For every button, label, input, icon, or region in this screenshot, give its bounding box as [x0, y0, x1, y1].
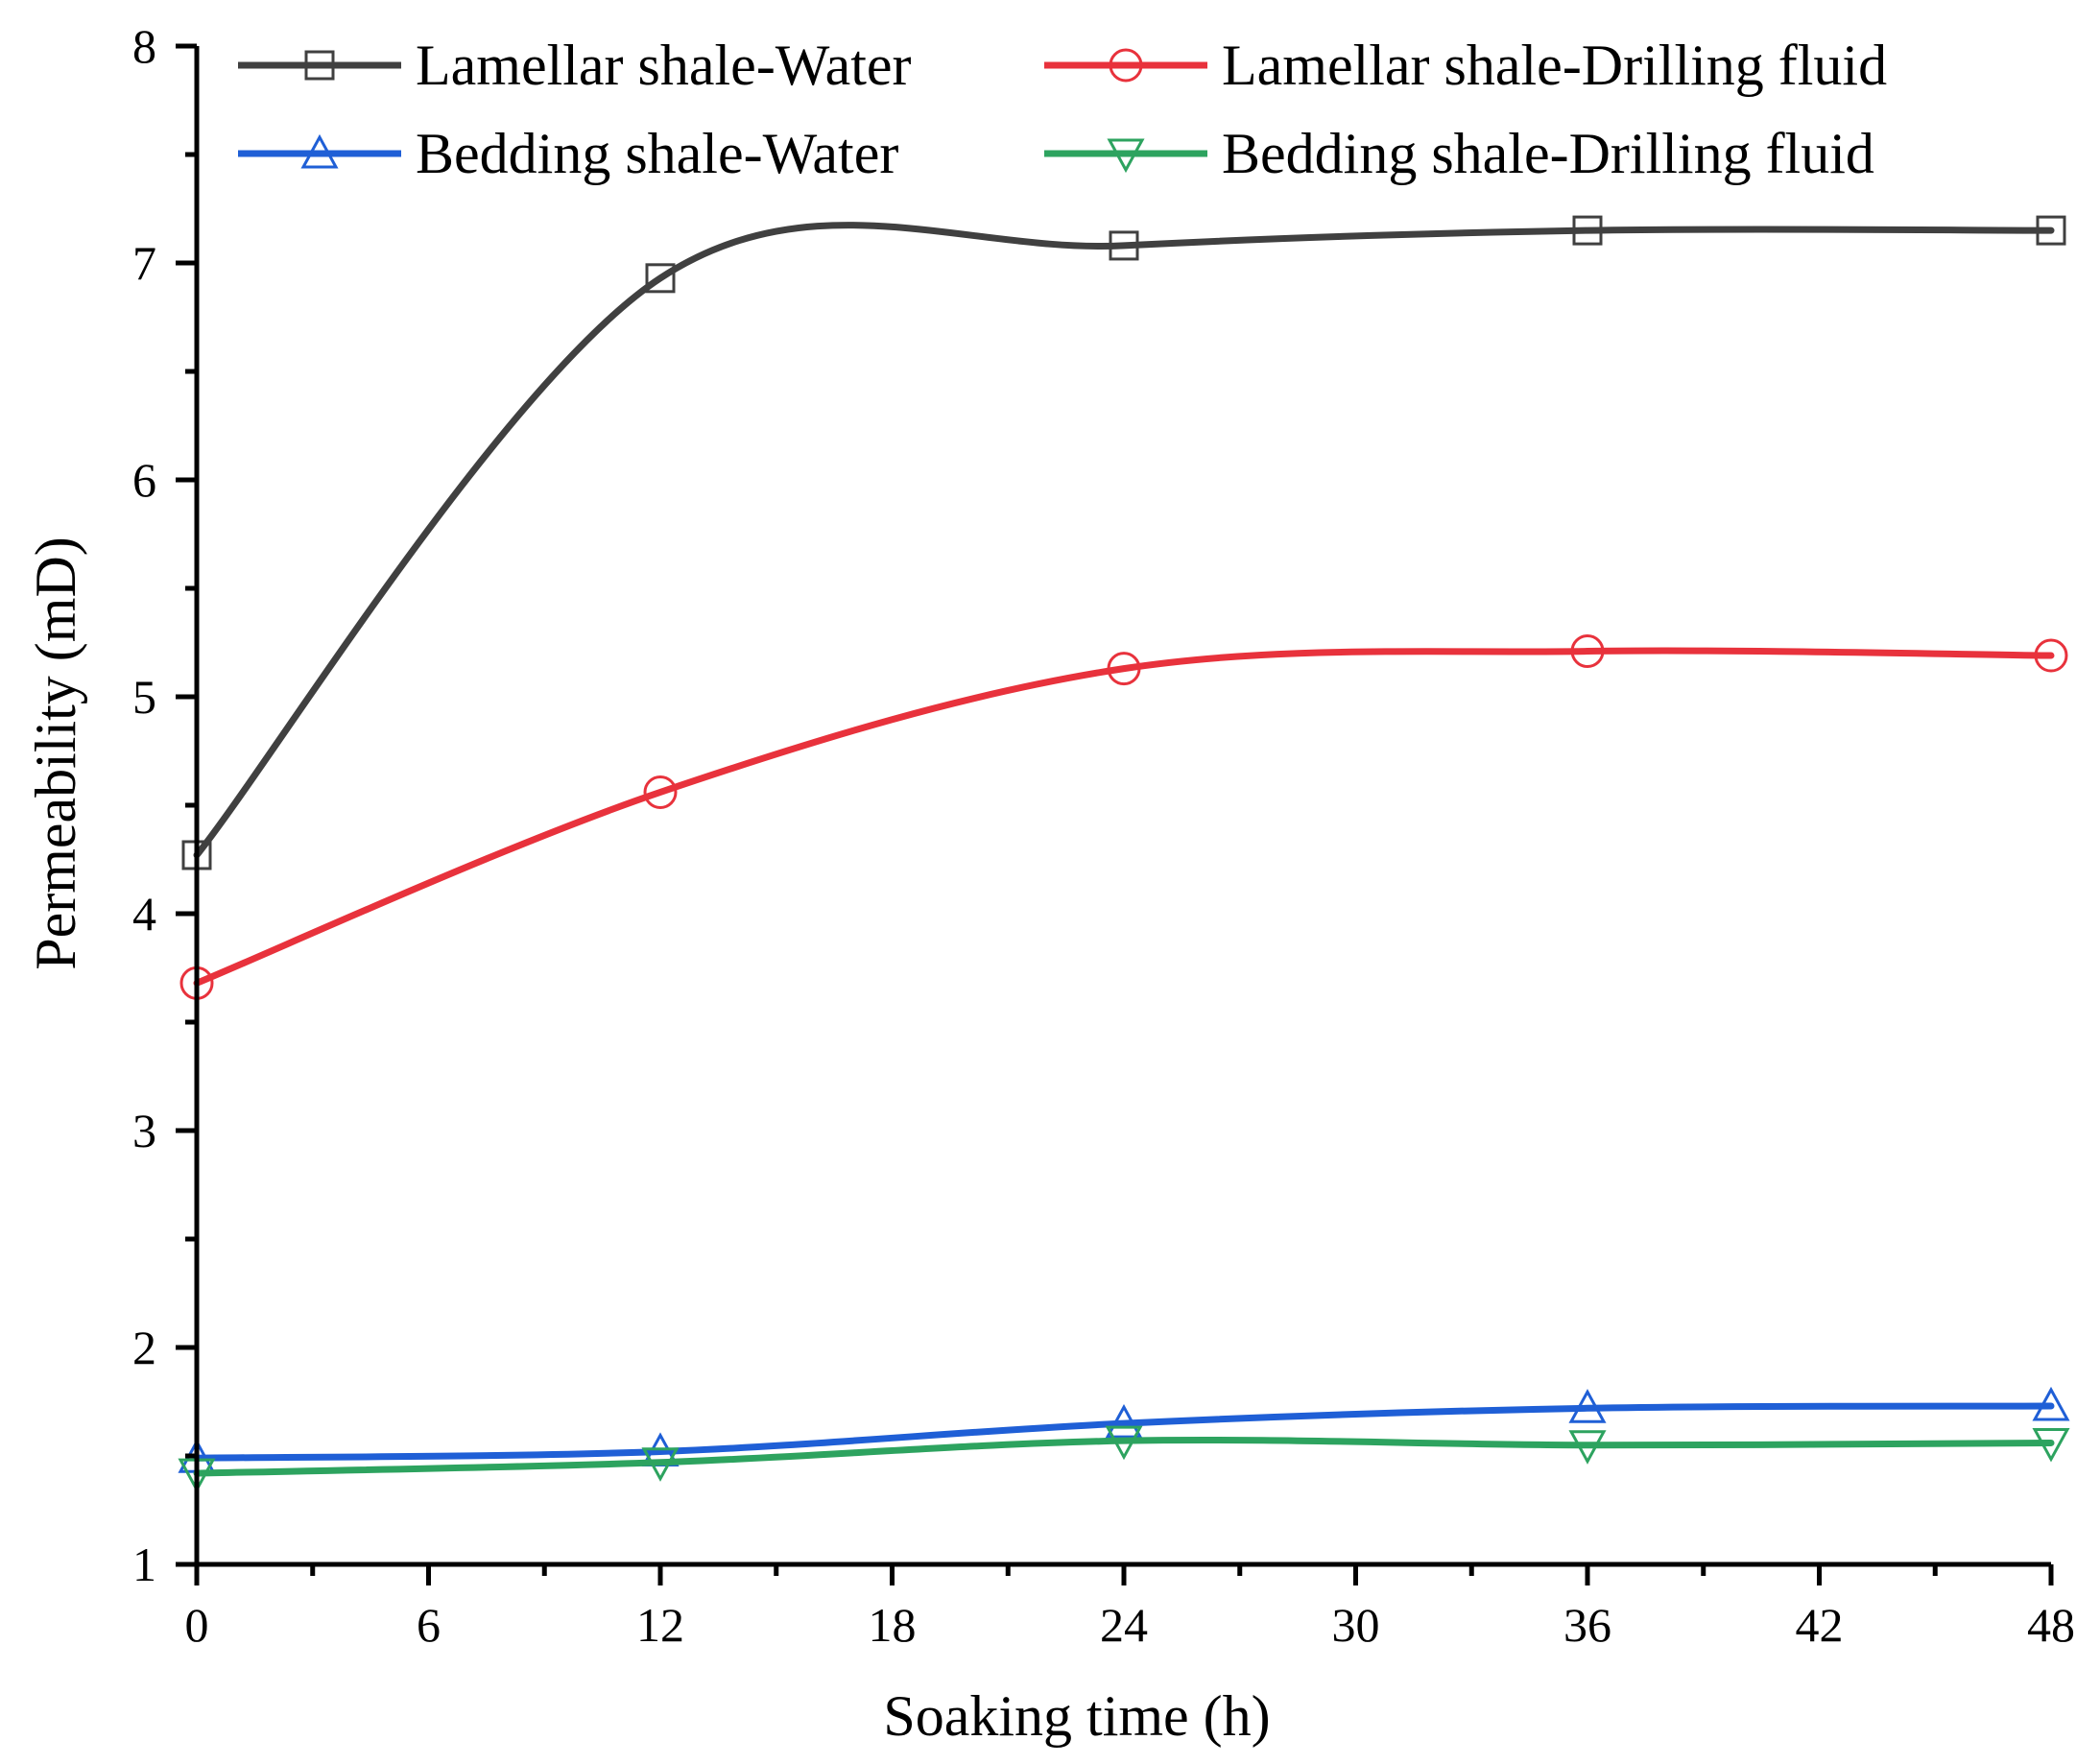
- data-point: [1107, 652, 1141, 686]
- legend-label: Bedding shale-Water: [416, 122, 898, 185]
- data-point: [1572, 215, 1603, 246]
- series-layer: [178, 215, 2070, 1493]
- legend-item: Lamellar shale-Drilling fluid: [1044, 34, 1887, 97]
- x-tick-label: 36: [1563, 1598, 1611, 1652]
- legend-label: Lamellar shale-Drilling fluid: [1222, 34, 1887, 97]
- data-point: [2034, 638, 2068, 673]
- series-line: [193, 222, 2055, 859]
- y-tick-label: 6: [132, 453, 156, 507]
- x-tick-label: 42: [1796, 1598, 1844, 1652]
- y-tick-label: 2: [132, 1321, 156, 1374]
- legend-item: Lamellar shale-Water: [238, 34, 912, 97]
- series-line: [193, 1436, 2055, 1477]
- data-point: [1568, 1430, 1607, 1465]
- data-point: [2032, 1386, 2070, 1421]
- legend-label: Bedding shale-Drilling fluid: [1222, 122, 1874, 185]
- data-point: [641, 1447, 680, 1482]
- data-point: [2036, 215, 2066, 246]
- data-point: [2032, 1427, 2070, 1463]
- series-4: [178, 1425, 2070, 1493]
- x-tick-label: 6: [417, 1598, 441, 1652]
- series-1: [181, 215, 2066, 870]
- y-tick-label: 5: [132, 670, 156, 724]
- series-2: [179, 634, 2068, 1000]
- legend-item: Bedding shale-Drilling fluid: [1044, 122, 1874, 185]
- x-tick-label: 12: [636, 1598, 684, 1652]
- y-tick-label: 4: [132, 887, 156, 941]
- data-point: [1568, 1389, 1607, 1423]
- x-tick-label: 24: [1100, 1598, 1148, 1652]
- data-point: [1105, 1403, 1143, 1439]
- legend-marker: [1109, 48, 1143, 83]
- x-axis-title: Soaking time (h): [883, 1684, 1270, 1748]
- data-point: [643, 775, 678, 809]
- x-tick-label: 30: [1332, 1598, 1380, 1652]
- x-tick-label: 18: [869, 1598, 917, 1652]
- legend-item: Bedding shale-Water: [238, 122, 898, 185]
- legend-marker: [1107, 138, 1145, 174]
- x-tick-label: 48: [2027, 1598, 2075, 1652]
- y-tick-label: 7: [132, 236, 156, 290]
- data-point: [1105, 1425, 1143, 1461]
- y-axis-title: Permeability (mD): [24, 536, 87, 970]
- y-tick-label: 1: [132, 1538, 156, 1591]
- series-line: [193, 647, 2055, 987]
- legend-marker: [300, 133, 339, 169]
- y-tick-label: 8: [132, 19, 156, 73]
- legend: Lamellar shale-Water Lamellar shale-Drill…: [238, 34, 1887, 185]
- data-point: [645, 263, 676, 294]
- x-tick-label: 0: [185, 1598, 209, 1652]
- y-tick-label: 3: [132, 1104, 156, 1157]
- legend-label: Lamellar shale-Water: [416, 34, 912, 97]
- series-line: [193, 1402, 2055, 1462]
- data-point: [1570, 634, 1605, 669]
- legend-marker: [304, 50, 335, 81]
- data-point: [1109, 230, 1139, 261]
